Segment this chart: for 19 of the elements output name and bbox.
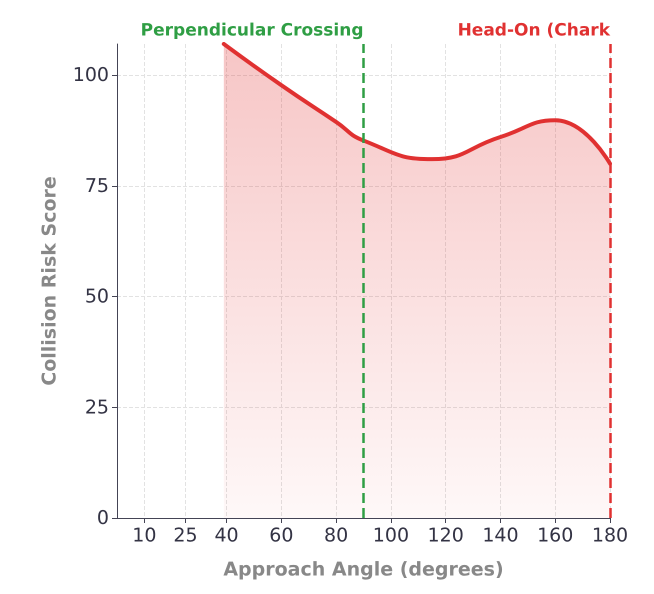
x-tick-label: 10	[132, 524, 156, 546]
x-tick-label: 25	[173, 524, 198, 546]
x-tick-label: 120	[428, 524, 464, 546]
x-tick-label: 80	[324, 524, 348, 546]
x-axis-title: Approach Angle (degrees)	[223, 558, 504, 580]
ref-line-label: Head-On (Chark	[458, 20, 611, 40]
y-tick-label: 25	[84, 396, 109, 418]
x-tick-label: 100	[372, 524, 410, 546]
x-tick-label: 160	[537, 524, 574, 546]
x-tick-label: 60	[269, 524, 294, 546]
y-tick-label: 75	[84, 174, 109, 197]
y-axis-title: Collision Risk Score	[38, 176, 60, 386]
x-tick-label: 40	[214, 524, 239, 546]
y-tick-label: 100	[72, 64, 109, 86]
x-tick-label: 180	[592, 524, 628, 546]
ref-line-label: Perpendicular Crossing	[140, 20, 364, 40]
x-tick-label: 140	[482, 524, 519, 546]
y-tick-label: 0	[96, 507, 109, 529]
y-tick-label: 50	[84, 286, 109, 308]
